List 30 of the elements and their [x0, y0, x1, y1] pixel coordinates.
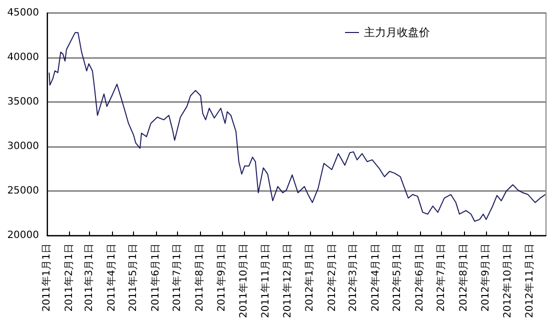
legend-label: 主力月收盘价	[364, 26, 430, 39]
x-tick-label: 2011年4月1日	[105, 243, 118, 312]
x-tick-label: 2011年9月1日	[216, 243, 228, 312]
x-tick-label: 2012年7月1日	[434, 243, 447, 312]
y-tick-label: 30000	[7, 140, 39, 152]
y-tick-label: 45000	[7, 8, 39, 18]
x-tick-label: 2012年3月1日	[346, 243, 359, 312]
x-tick-label: 2011年10月1日	[237, 243, 250, 318]
x-tick-label: 2012年10月1日	[501, 243, 514, 318]
y-tick-label: 40000	[7, 52, 39, 63]
x-tick-label: 2012年6月1日	[413, 243, 426, 312]
x-tick-label: 2011年2月1日	[62, 243, 75, 312]
y-tick-label: 25000	[7, 185, 39, 196]
x-tick-label: 2011年1月1日	[40, 243, 52, 312]
x-tick-label: 2011年11月1日	[260, 243, 272, 318]
x-tick-label: 2011年8月1日	[193, 243, 206, 312]
x-tick-label: 2012年2月1日	[326, 243, 338, 312]
x-tick-label: 2011年12月1日	[281, 243, 294, 318]
x-tick-label: 2011年5月1日	[127, 243, 140, 312]
x-tick-label: 2012年1月1日	[304, 243, 316, 312]
x-tick-label: 2012年11月1日	[524, 243, 536, 318]
x-tick-label: 2011年6月1日	[149, 243, 162, 312]
x-tick-label: 2012年4月1日	[369, 243, 382, 312]
x-tick-label: 2012年5月1日	[390, 243, 403, 312]
x-tick-label: 2011年7月1日	[171, 243, 184, 312]
y-tick-label: 35000	[7, 96, 39, 108]
x-tick-label: 2011年3月1日	[83, 243, 96, 312]
y-tick-label: 20000	[7, 230, 39, 241]
x-tick-label: 2012年9月1日	[480, 243, 492, 312]
x-tick-label: 2012年8月1日	[457, 243, 470, 312]
